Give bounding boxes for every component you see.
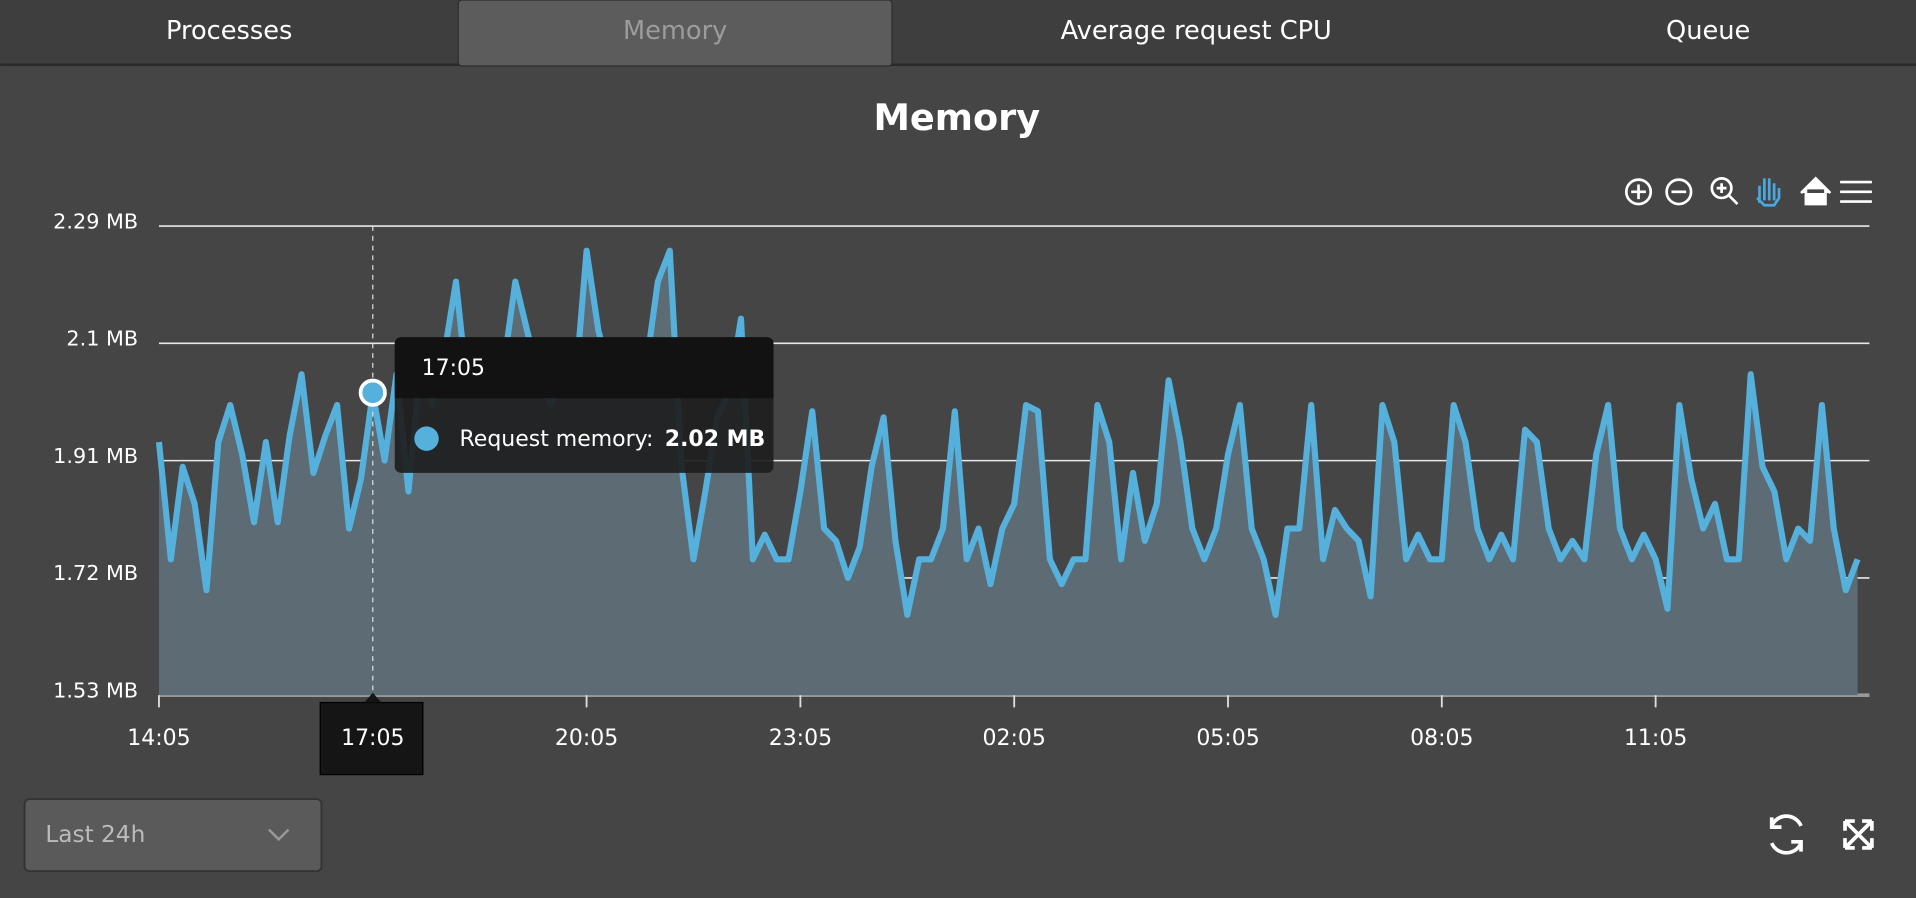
tab-active-bg <box>457 0 893 67</box>
crosshair-label-bg <box>319 701 424 776</box>
tooltip-swatch <box>414 426 439 451</box>
y-tick-label: 2.29 MB <box>53 209 138 233</box>
x-tick-label: 02:05 <box>983 726 1046 751</box>
x-tick-label: 14:05 <box>127 726 190 751</box>
tab[interactable]: Memory <box>623 16 727 46</box>
chart-title: Memory <box>873 96 1040 139</box>
x-tick-label: 05:05 <box>1196 726 1259 751</box>
tooltip-value: 2.02 MB <box>665 427 766 452</box>
toolbar <box>1624 176 1872 207</box>
y-tick-label: 1.91 MB <box>53 444 138 468</box>
zoom-out[interactable] <box>1665 178 1693 206</box>
tooltip-label: Request memory: <box>460 427 654 452</box>
x-tick-label: 11:05 <box>1624 726 1687 751</box>
menu[interactable] <box>1840 180 1872 203</box>
y-tick-label: 1.53 MB <box>53 679 138 703</box>
zoom-in[interactable] <box>1624 178 1653 206</box>
crosshair-label-arrow <box>364 692 382 703</box>
x-tick-label: 20:05 <box>555 726 618 751</box>
select-arrow <box>268 828 290 842</box>
tab-bar: Processes Memory Average request CPU Queue <box>0 0 1916 67</box>
fullscreen-button[interactable] <box>1843 819 1874 850</box>
tooltip-time: 17:05 <box>422 356 485 381</box>
x-tick-label: 23:05 <box>769 726 832 751</box>
hover-point <box>358 378 387 407</box>
tooltip-header-bg <box>394 337 774 399</box>
range-select[interactable]: Last 24h <box>23 798 323 873</box>
tab[interactable]: Processes <box>166 16 292 46</box>
zoom[interactable] <box>1710 177 1733 200</box>
tab-bar-bg <box>0 0 1916 65</box>
refresh-button[interactable] <box>1769 814 1803 855</box>
tab[interactable]: Queue <box>1666 16 1750 46</box>
y-tick-label: 1.72 MB <box>53 561 138 585</box>
pan[interactable] <box>1756 178 1781 207</box>
select-box[interactable] <box>23 798 323 873</box>
y-tick-label: 2.1 MB <box>66 327 138 351</box>
crosshair-label: 17:05 <box>341 726 404 751</box>
tab[interactable]: Average request CPU <box>1061 16 1332 46</box>
x-tick-label: 08:05 <box>1410 726 1473 751</box>
home[interactable] <box>1800 176 1832 206</box>
select-value: Last 24h <box>45 821 145 848</box>
